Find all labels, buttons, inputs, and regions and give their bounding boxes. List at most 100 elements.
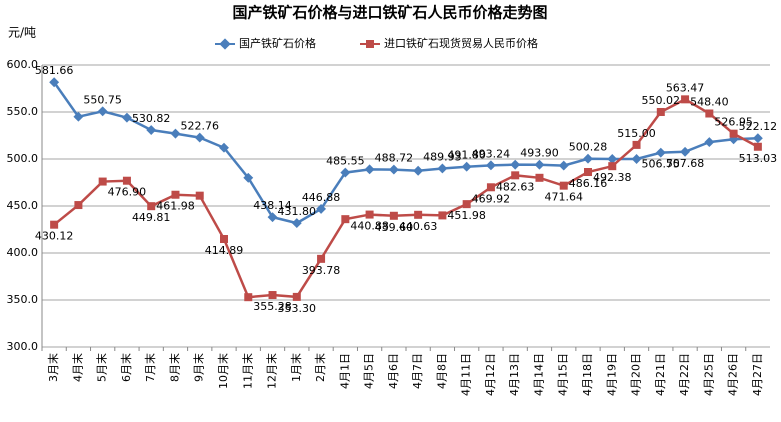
x-tick-label: 4月末 <box>70 353 84 382</box>
x-tick-label: 4月13日 <box>508 353 521 396</box>
marker <box>414 210 423 219</box>
x-tick-label: 7月末 <box>143 353 157 382</box>
data-label: 471.64 <box>544 191 583 204</box>
marker <box>752 133 763 144</box>
marker <box>244 293 253 302</box>
x-tick-label: 4月25日 <box>702 353 715 396</box>
marker <box>341 215 350 224</box>
marker <box>317 254 326 263</box>
y-tick-label: 350.0 <box>7 293 39 306</box>
marker <box>146 125 157 135</box>
x-tick-label: 4月14日 <box>532 353 545 396</box>
x-tick-label: 4月21日 <box>654 353 667 396</box>
marker <box>316 203 327 214</box>
marker <box>340 167 351 178</box>
x-tick-label: 4月6日 <box>387 353 400 389</box>
marker <box>219 142 229 153</box>
marker <box>534 159 545 170</box>
data-label: 500.28 <box>569 141 608 154</box>
data-label: 355.28 <box>253 300 292 313</box>
marker <box>437 163 448 174</box>
marker <box>705 109 714 118</box>
marker <box>438 211 447 220</box>
data-label: 522.12 <box>739 120 778 133</box>
x-tick-label: 4月22日 <box>678 353 691 396</box>
data-label: 489.93 <box>423 150 462 163</box>
marker <box>559 181 568 190</box>
marker <box>680 146 691 157</box>
data-label: 469.92 <box>472 192 511 205</box>
data-label: 414.89 <box>205 244 244 257</box>
marker <box>389 211 398 220</box>
legend-marker <box>366 40 374 48</box>
data-label: 507.68 <box>666 157 705 170</box>
marker <box>194 132 205 143</box>
data-label: 476.90 <box>108 186 147 199</box>
data-label: 446.88 <box>302 191 341 204</box>
marker <box>607 154 618 164</box>
data-label: 482.63 <box>496 180 535 193</box>
x-tick-label: 4月15日 <box>557 353 570 396</box>
marker <box>97 106 108 117</box>
x-tick-label: 4月20日 <box>630 353 643 396</box>
data-label: 548.40 <box>690 96 729 109</box>
marker <box>631 154 642 164</box>
data-label: 506.75 <box>642 158 681 171</box>
x-tick-label: 12月末 <box>265 353 279 389</box>
y-axis-label: 元/吨 <box>8 26 36 40</box>
x-tick-label: 4月1日 <box>338 353 351 389</box>
data-label: 430.12 <box>35 230 74 243</box>
x-tick-label: 8月末 <box>167 353 181 382</box>
x-tick-label: 9月末 <box>192 353 206 382</box>
marker <box>388 164 399 175</box>
legend-label: 进口铁矿石现货贸易人民币价格 <box>384 36 538 50</box>
data-label: 353.30 <box>278 302 317 315</box>
x-tick-label: 3月末 <box>46 353 60 382</box>
marker <box>49 77 60 88</box>
data-label: 485.55 <box>326 155 365 168</box>
marker <box>608 162 617 171</box>
x-tick-label: 1月末 <box>289 353 303 382</box>
marker <box>364 164 375 175</box>
marker <box>170 128 181 139</box>
marker <box>195 191 204 200</box>
data-label: 451.98 <box>447 209 486 222</box>
marker <box>147 202 156 211</box>
chart-title: 国产铁矿石价格与进口铁矿石人民币价格走势图 <box>232 4 547 22</box>
data-label: 563.47 <box>666 81 705 94</box>
x-tick-label: 4月12日 <box>484 353 497 396</box>
legend-label: 国产铁矿石价格 <box>239 36 316 50</box>
marker <box>729 129 738 138</box>
marker <box>98 177 107 186</box>
marker <box>753 142 762 151</box>
marker <box>74 201 83 210</box>
data-label: 581.66 <box>35 64 74 77</box>
x-tick-label: 4月8日 <box>435 353 448 389</box>
x-tick-label: 4月19日 <box>605 353 618 396</box>
marker <box>704 137 715 148</box>
y-tick-label: 300.0 <box>7 340 39 353</box>
marker <box>461 161 472 172</box>
x-tick-label: 4月27日 <box>751 353 764 396</box>
marker <box>268 291 277 300</box>
x-tick-label: 4月18日 <box>581 353 594 396</box>
marker <box>656 107 665 116</box>
x-tick-label: 10月末 <box>216 353 230 389</box>
series-line <box>53 97 759 299</box>
marker <box>171 190 180 199</box>
data-label: 449.81 <box>132 211 171 224</box>
marker <box>655 147 666 158</box>
data-label: 439.60 <box>375 221 414 234</box>
marker <box>365 210 374 219</box>
x-tick-label: 4月7日 <box>411 353 424 389</box>
x-tick-label: 11月末 <box>240 353 254 389</box>
data-label: 530.82 <box>132 112 171 125</box>
marker <box>73 111 84 122</box>
marker <box>535 173 544 182</box>
data-label: 493.24 <box>472 147 511 160</box>
y-tick-label: 450.0 <box>7 199 39 212</box>
x-tick-label: 4月26日 <box>727 353 740 396</box>
data-label: 461.98 <box>156 200 195 213</box>
marker <box>462 200 471 209</box>
data-label: 491.80 <box>447 149 486 162</box>
